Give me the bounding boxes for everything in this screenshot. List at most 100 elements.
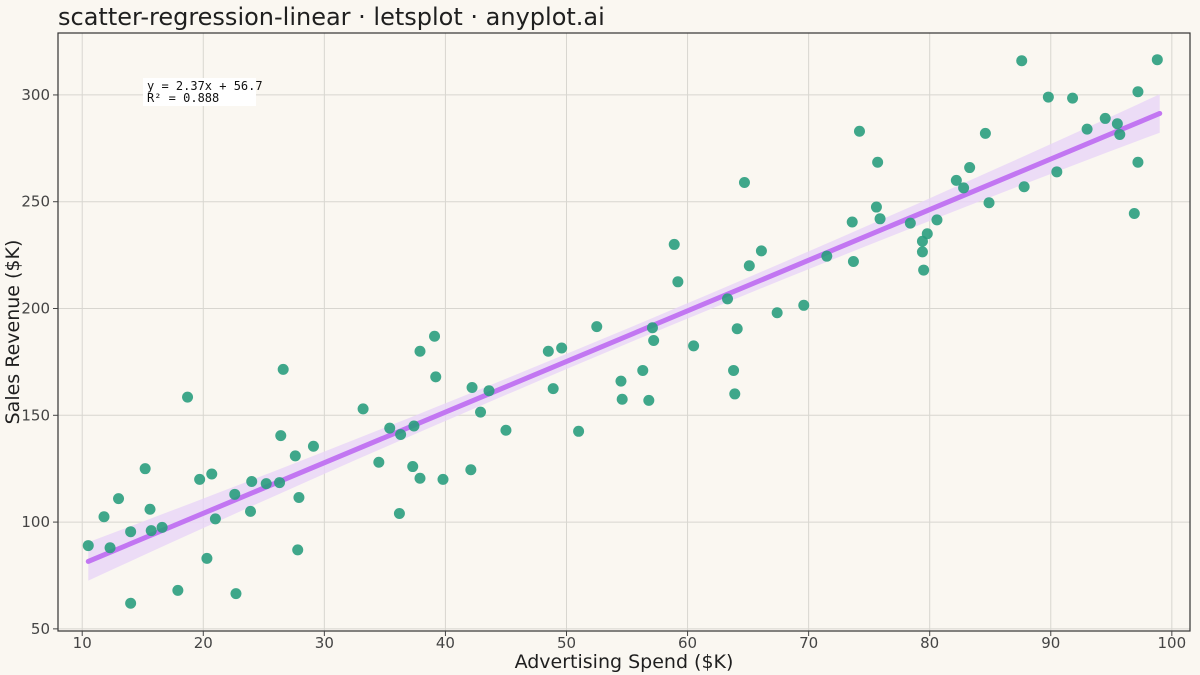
data-point xyxy=(755,245,767,257)
data-point xyxy=(483,385,495,397)
r-squared-label: R² = 0.888 xyxy=(147,91,219,105)
regression-annotation-box xyxy=(143,78,256,106)
data-point xyxy=(872,156,884,168)
data-point xyxy=(289,450,301,462)
data-point xyxy=(1151,54,1163,66)
data-point xyxy=(921,228,933,240)
data-point xyxy=(373,456,385,468)
data-point xyxy=(931,214,943,226)
data-point xyxy=(209,513,221,525)
data-point xyxy=(139,463,151,475)
x-tick-label: 10 xyxy=(73,634,92,652)
data-point xyxy=(113,493,125,505)
data-point xyxy=(904,217,916,229)
data-point xyxy=(206,468,218,480)
data-point xyxy=(1132,86,1144,98)
data-point xyxy=(729,388,741,400)
data-point xyxy=(918,264,930,276)
x-tick-label: 60 xyxy=(678,634,697,652)
data-point xyxy=(731,323,743,335)
data-point xyxy=(437,473,449,485)
data-point xyxy=(125,597,137,609)
x-tick-label: 100 xyxy=(1158,634,1187,652)
data-point xyxy=(307,440,319,452)
data-point xyxy=(648,335,660,347)
data-point xyxy=(616,393,628,405)
data-point xyxy=(98,511,110,523)
data-point xyxy=(870,201,882,213)
data-point xyxy=(260,478,272,490)
data-point xyxy=(874,213,886,225)
data-point xyxy=(429,330,441,342)
data-point xyxy=(500,424,512,436)
data-point xyxy=(414,472,426,484)
data-point xyxy=(384,422,396,434)
data-point xyxy=(728,364,740,376)
data-point xyxy=(1114,128,1126,140)
data-point xyxy=(668,238,680,250)
data-point xyxy=(591,321,603,333)
data-point xyxy=(958,182,970,194)
data-point xyxy=(357,403,369,415)
data-point xyxy=(414,345,426,357)
data-point xyxy=(230,588,242,600)
y-tick-label: 50 xyxy=(31,620,50,638)
data-point xyxy=(979,127,991,139)
data-point xyxy=(1018,181,1030,193)
data-point xyxy=(1016,55,1028,67)
data-point xyxy=(430,371,442,383)
y-tick-label: 250 xyxy=(21,193,50,211)
x-tick-label: 80 xyxy=(920,634,939,652)
data-point xyxy=(246,476,258,487)
chart-title: scatter-regression-linear · letsplot · a… xyxy=(58,3,605,31)
data-point xyxy=(292,544,304,556)
data-point xyxy=(950,174,962,186)
data-point xyxy=(637,364,649,376)
data-point xyxy=(672,276,684,288)
data-point xyxy=(465,464,477,476)
data-point xyxy=(573,425,585,437)
data-point xyxy=(229,488,241,500)
data-point xyxy=(104,542,116,554)
x-tick-label: 90 xyxy=(1041,634,1060,652)
regression-line-layer xyxy=(85,110,1163,564)
data-point xyxy=(293,492,305,504)
x-axis-ticks: 10 20 30 40 50 60 70 80 90 100 xyxy=(73,631,1186,652)
x-tick-label: 50 xyxy=(557,634,576,652)
data-point xyxy=(172,584,184,596)
y-tick-label: 200 xyxy=(21,300,50,318)
data-point xyxy=(556,342,568,354)
data-point xyxy=(847,256,859,268)
data-point xyxy=(274,477,286,489)
data-point xyxy=(771,307,783,319)
data-point xyxy=(846,216,858,228)
grid xyxy=(58,33,1190,631)
data-point xyxy=(615,375,627,387)
data-point xyxy=(156,521,168,533)
data-point xyxy=(983,197,995,209)
data-point xyxy=(194,473,206,485)
data-point xyxy=(738,177,750,188)
data-point xyxy=(144,503,156,515)
data-point xyxy=(542,345,554,357)
data-point xyxy=(407,461,419,473)
data-point xyxy=(201,552,213,564)
data-point xyxy=(466,382,478,394)
data-point xyxy=(145,525,157,537)
y-tick-label: 100 xyxy=(21,513,50,531)
y-axis-ticks: 50 100 150 200 250 300 xyxy=(21,86,58,638)
data-point xyxy=(853,125,865,137)
y-tick-label: 150 xyxy=(21,406,50,424)
data-point xyxy=(475,406,487,418)
data-point xyxy=(743,260,755,272)
regression-line xyxy=(85,110,1163,564)
data-point xyxy=(1051,166,1063,178)
regression-equation: y = 2.37x + 56.7 xyxy=(147,79,263,93)
x-tick-label: 20 xyxy=(194,634,213,652)
data-point xyxy=(1081,123,1093,135)
data-point xyxy=(688,340,700,352)
data-point xyxy=(547,383,559,395)
data-point xyxy=(1111,118,1123,130)
y-tick-label: 300 xyxy=(21,86,50,104)
